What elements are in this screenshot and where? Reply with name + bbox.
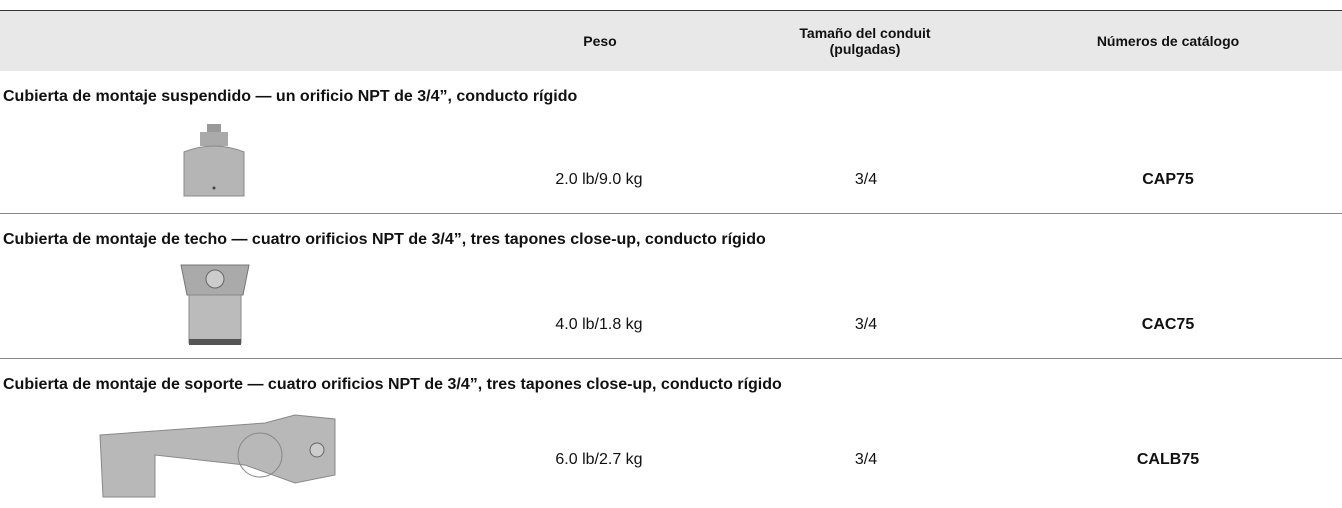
product-image	[183, 124, 245, 197]
header-cell: Peso	[583, 33, 617, 49]
weight: 6.0 lb/2.7 kg	[555, 451, 643, 468]
divider	[0, 358, 1342, 359]
weight: 4.0 lb/1.8 kg	[555, 316, 643, 333]
conduit: 3/4	[854, 316, 878, 333]
conduit: 3/4	[854, 451, 878, 468]
conduit: 3/4	[854, 171, 878, 188]
product-image	[180, 264, 250, 345]
header-row: Peso Tamaño del conduit (pulgadas) Númer…	[0, 10, 1342, 71]
catalog: CAP75	[1142, 171, 1194, 188]
section-title: Cubierta de montaje suspendido — un orif…	[3, 88, 578, 105]
product-image	[99, 414, 336, 498]
header-cell: Números de catálogo	[1096, 33, 1240, 49]
section-title: Cubierta de montaje de soporte — cuatro …	[3, 376, 782, 393]
header-cell: Tamaño del conduit (pulgadas)	[799, 25, 931, 57]
weight: 2.0 lb/9.0 kg	[555, 171, 643, 188]
section-title: Cubierta de montaje de techo — cuatro or…	[3, 231, 766, 248]
catalog: CAC75	[1141, 316, 1195, 333]
divider	[0, 213, 1342, 214]
catalog: CALB75	[1136, 451, 1200, 468]
